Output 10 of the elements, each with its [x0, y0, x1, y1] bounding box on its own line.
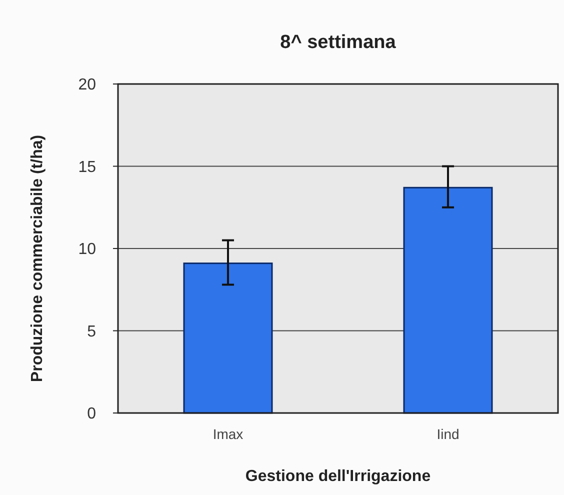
chart-title: 8^ settimana [280, 32, 396, 53]
y-tick-label: 5 [87, 323, 96, 340]
y-axis-title: Produzione commerciabile (t/ha) [29, 134, 46, 382]
x-tick-label: Iind [436, 426, 460, 442]
x-axis-title: Gestione dell'Irrigazione [245, 468, 431, 485]
x-tick-label: Imax [212, 426, 244, 442]
y-tick-label: 20 [78, 76, 96, 94]
y-tick-label: 0 [87, 406, 96, 423]
y-tick-label: 10 [78, 241, 96, 258]
y-tick-label: 15 [78, 158, 96, 176]
